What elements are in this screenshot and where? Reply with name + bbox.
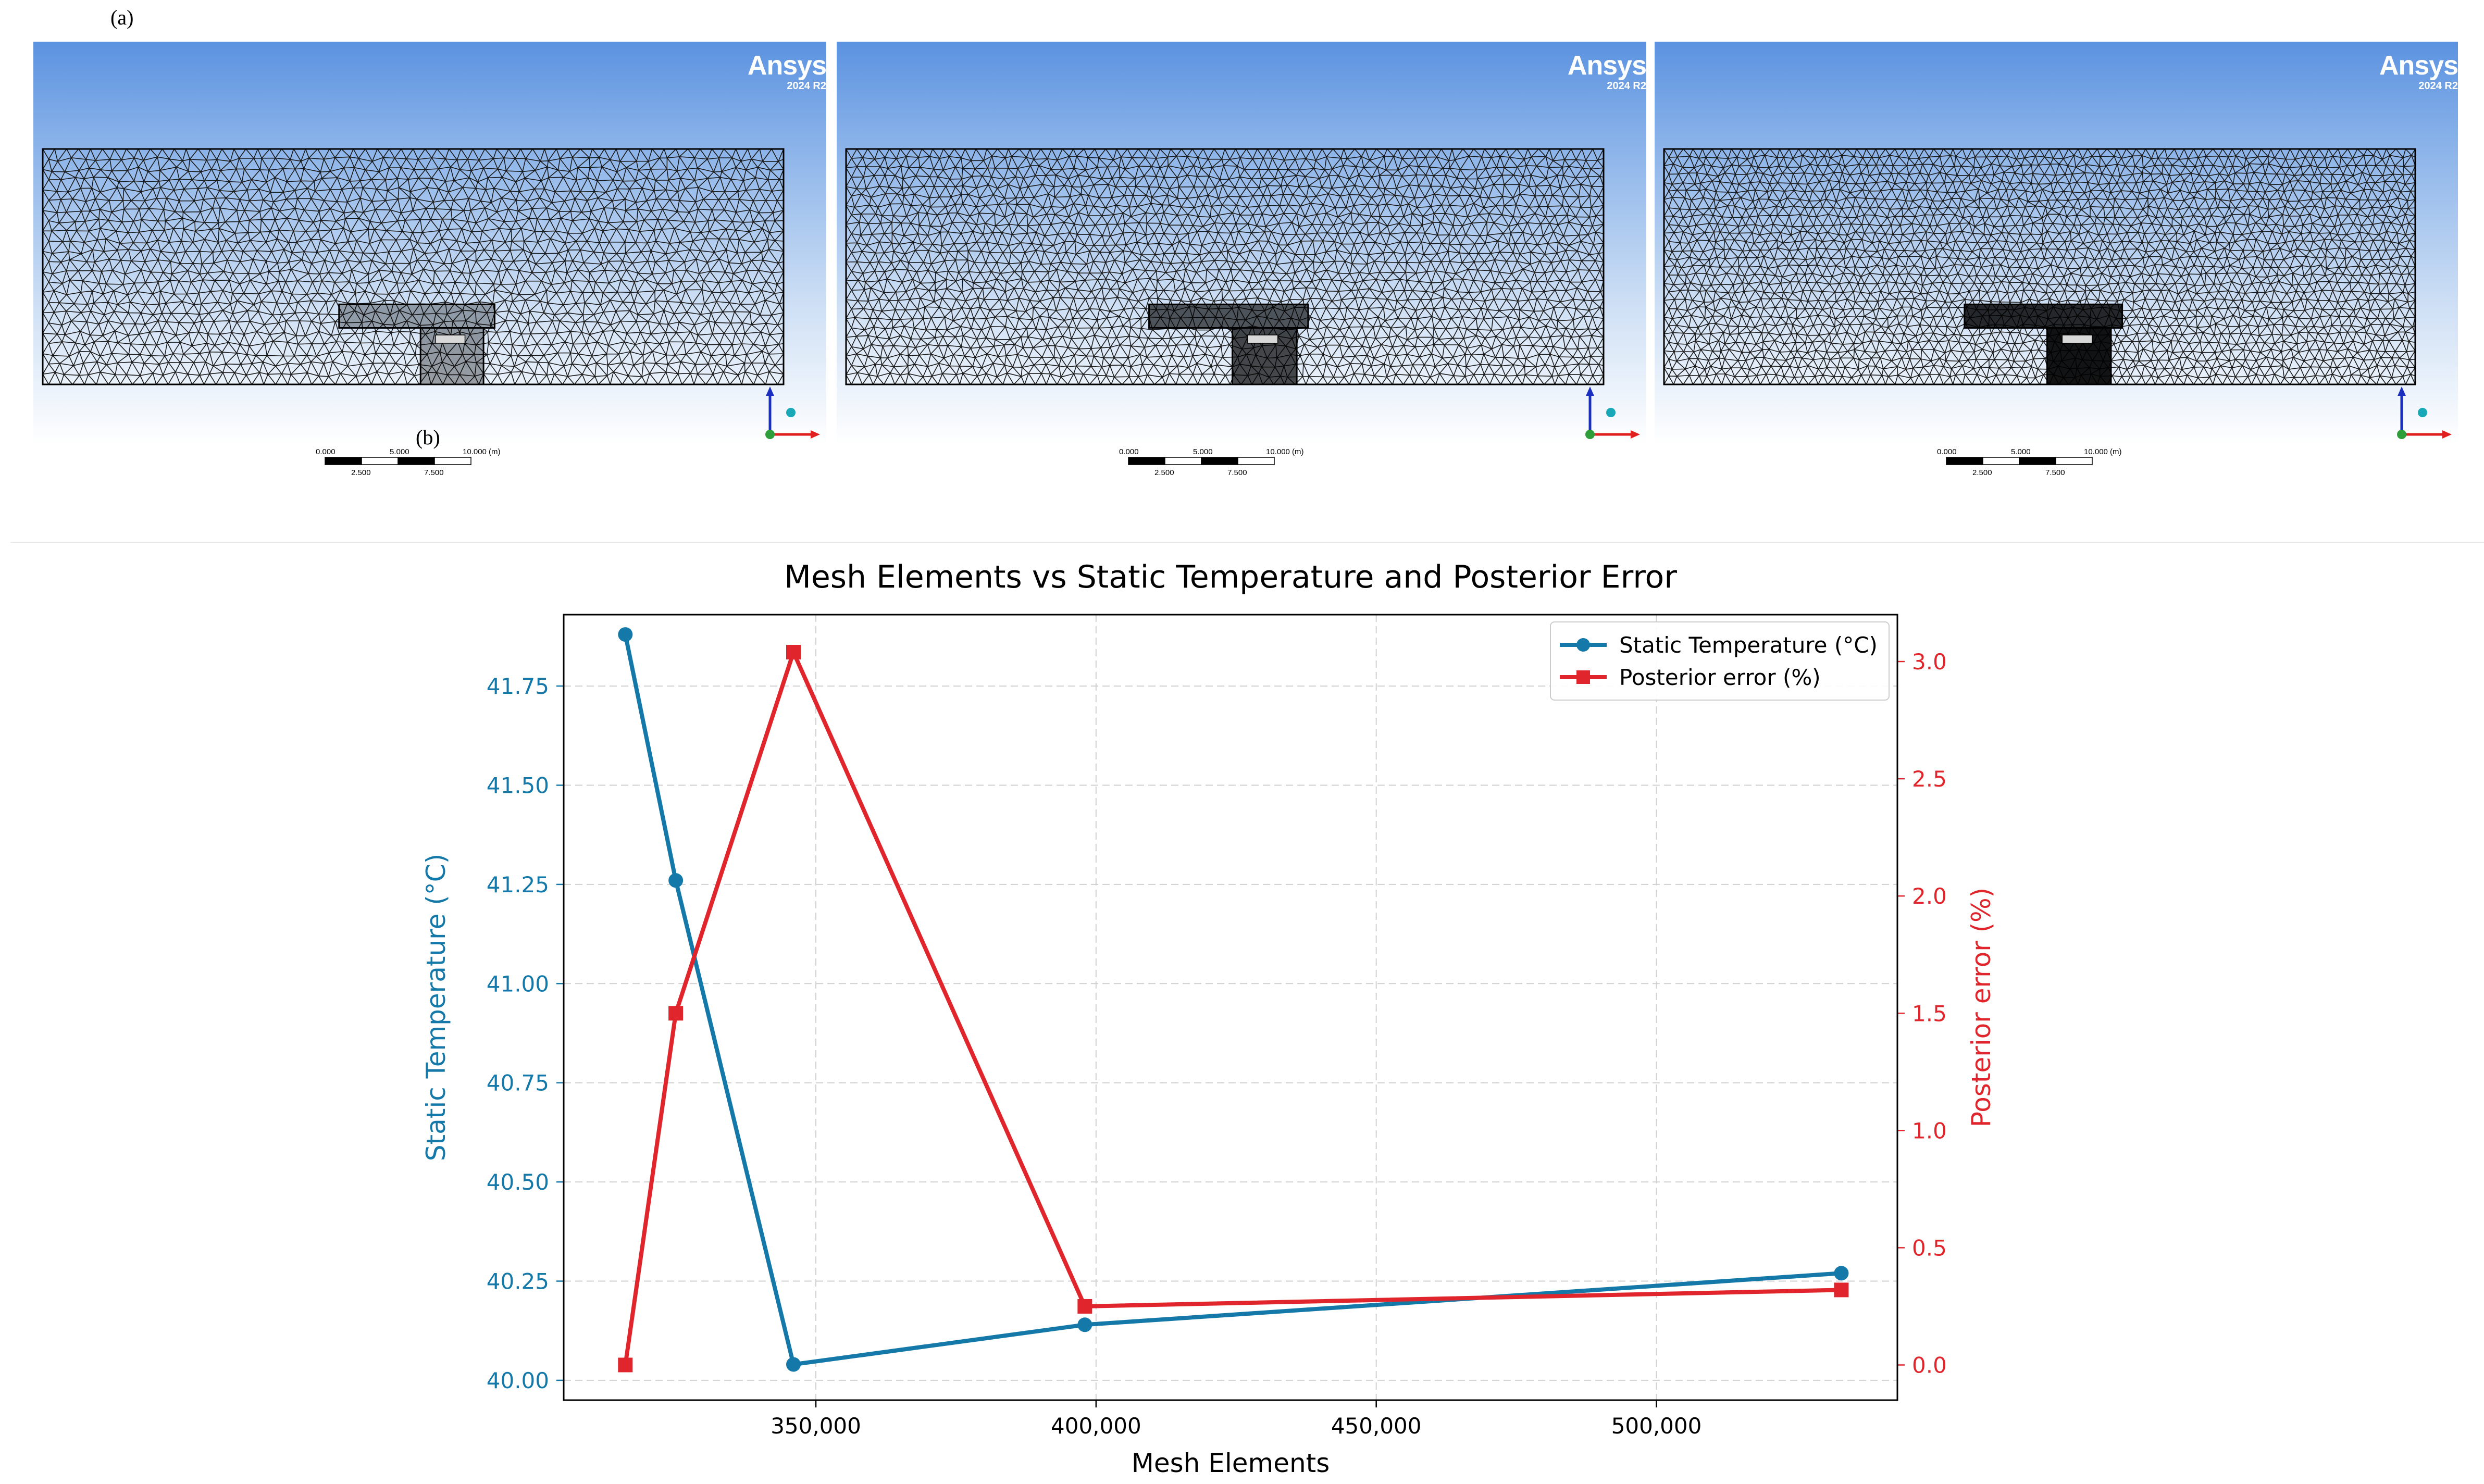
scale-label: 2.500 (1972, 468, 1992, 477)
scale-label: 7.500 (1227, 468, 1247, 477)
ansys-logo: Ansys 2024 R2 (1568, 51, 1646, 92)
figure-label-a: (a) (110, 6, 134, 29)
axis-triad-icon (765, 386, 820, 439)
y-right-tick-label: 0.5 (1912, 1235, 1947, 1261)
figure-label-b: (b) (416, 426, 440, 449)
scale-label: 10.000 (m) (2084, 447, 2122, 456)
scale-label: 0.000 (316, 447, 336, 456)
brand-version: 2024 R2 (2418, 80, 2458, 92)
data-point-temperature (786, 1357, 801, 1372)
series-line-error (623, 650, 1842, 1366)
chart-title: Mesh Elements vs Static Temperature and … (784, 559, 1677, 595)
scale-label: 5.000 (1193, 447, 1213, 456)
legend-entry: Static Temperature (°C) (1619, 632, 1878, 658)
legend-entry: Posterior error (%) (1619, 665, 1821, 690)
y-left-tick-label: 41.75 (487, 674, 549, 699)
y-right-tick-label: 2.5 (1912, 766, 1947, 792)
scale-bar: 0.000 5.000 10.000 (m) 2.500 7.500 (1119, 447, 1304, 477)
y-left-tick-label: 40.00 (487, 1368, 549, 1393)
axis-triad-icon (2397, 386, 2452, 439)
scale-label: 7.500 (2045, 468, 2065, 477)
mesh-view: 0.000 5.000 10.000 (m) 2.500 7.500 (1663, 148, 2452, 477)
data-point-error (1077, 1299, 1092, 1314)
y-right-tick-label: 1.5 (1912, 1001, 1947, 1026)
scale-label: 2.500 (351, 468, 371, 477)
refined-mesh-region (1148, 303, 1309, 385)
data-point-error (1834, 1282, 1849, 1298)
brand-version: 2024 R2 (1607, 80, 1646, 92)
scale-label: 5.000 (390, 447, 409, 456)
tetra-mesh (1663, 148, 2416, 385)
y-left-tick-label: 40.50 (487, 1169, 549, 1195)
data-point-temperature (1077, 1317, 1092, 1332)
y-right-tick-label: 2.0 (1912, 883, 1947, 909)
y-left-axis-label: Static Temperature (°C) (421, 854, 451, 1161)
scale-bar: 0.000 5.000 10.000 (m) 2.500 7.500 (316, 447, 501, 477)
scale-label: 7.500 (424, 468, 444, 477)
series-line-temperature (623, 634, 1842, 1367)
y-right-tick-label: 3.0 (1912, 649, 1947, 675)
x-tick-label: 450,000 (1331, 1413, 1422, 1439)
plot-frame (563, 614, 1898, 1401)
y-left-tick-label: 41.25 (487, 872, 549, 897)
data-point-error (618, 1357, 633, 1373)
y-left-tick-label: 41.50 (487, 772, 549, 798)
x-tick-label: 500,000 (1611, 1413, 1702, 1439)
scale-label: 2.500 (1154, 468, 1174, 477)
scale-label: 5.000 (2011, 447, 2031, 456)
mesh-panel-1: Ansys 2024 R2 0.000 5.000 10.000 (m) 2.500 7… (33, 42, 826, 500)
data-point-temperature (1834, 1266, 1849, 1281)
ansys-logo: Ansys 2024 R2 (748, 51, 826, 92)
x-axis-label: Mesh Elements (1132, 1448, 1330, 1478)
x-tick-label: 400,000 (1051, 1413, 1141, 1439)
y-right-tick-label: 0.0 (1912, 1352, 1947, 1378)
refined-mesh-region (338, 303, 495, 385)
axis-triad-icon (1585, 386, 1640, 439)
panel-divider (10, 542, 2484, 543)
data-point-error (668, 1006, 684, 1021)
mesh-view: 0.000 5.000 10.000 (m) 2.500 7.500 (845, 148, 1640, 477)
brand-name: Ansys (1567, 51, 1646, 81)
scale-label: 10.000 (m) (1266, 447, 1304, 456)
data-point-temperature (668, 873, 684, 888)
y-left-tick-label: 41.00 (487, 971, 549, 996)
mesh-view: 0.000 5.000 10.000 (m) 2.500 7.500 (42, 148, 820, 477)
ansys-logo: Ansys 2024 R2 (2379, 51, 2458, 92)
scale-label: 0.000 (1937, 447, 1957, 456)
brand-version: 2024 R2 (787, 80, 826, 92)
y-right-axis-label: Posterior error (%) (1966, 888, 1996, 1127)
brand-name: Ansys (2379, 51, 2458, 81)
scale-bar: 0.000 5.000 10.000 (m) 2.500 7.500 (1937, 447, 2122, 477)
x-tick-label: 350,000 (771, 1413, 861, 1439)
legend: Static Temperature (°C) Posterior error (… (1550, 621, 1890, 701)
tetra-mesh (42, 148, 784, 385)
mesh-panel-3: Ansys 2024 R2 0.000 5.000 10.000 (m) 2.500 7… (1655, 42, 2458, 500)
scale-label: 0.000 (1119, 447, 1139, 456)
scale-label: 10.000 (m) (463, 447, 501, 456)
y-right-tick-label: 1.0 (1912, 1118, 1947, 1143)
data-point-temperature (618, 627, 633, 642)
refined-mesh-region (1964, 303, 2123, 385)
y-left-tick-label: 40.25 (487, 1269, 549, 1294)
y-left-tick-label: 40.75 (487, 1070, 549, 1096)
brand-name: Ansys (747, 51, 826, 81)
data-point-error (786, 645, 801, 660)
mesh-panel-2: Ansys 2024 R2 0.000 5.000 10.000 (m) 2.500 7… (837, 42, 1646, 500)
line-chart: Mesh Elements vs Static Temperature and … (421, 559, 1996, 1478)
tetra-mesh (846, 148, 1604, 385)
